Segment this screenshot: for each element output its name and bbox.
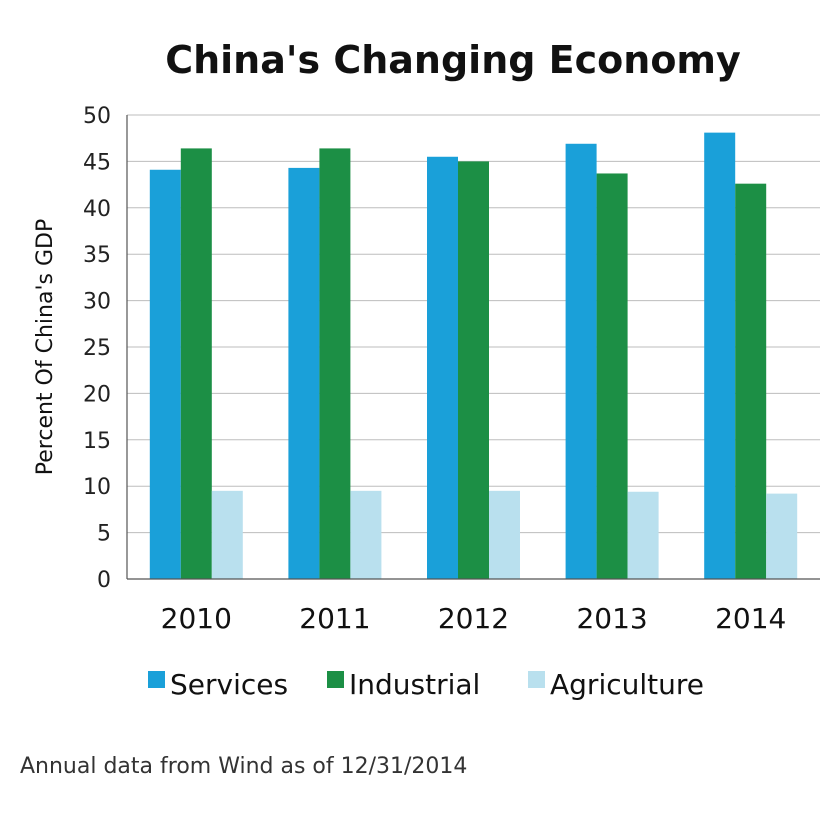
y-tick-label: 10 <box>83 475 111 500</box>
legend-swatch-industrial <box>327 671 344 688</box>
x-tick-label: 2014 <box>715 602 786 635</box>
bar-agriculture-2014 <box>766 493 798 579</box>
x-axis-ticks: 2010 2011 2012 2013 2014 <box>161 602 787 635</box>
legend-swatch-agriculture <box>528 671 545 688</box>
legend: Services Industrial Agriculture <box>148 668 704 701</box>
chart-title: China's Changing Economy <box>165 38 741 82</box>
legend-label-agriculture: Agriculture <box>550 668 704 701</box>
x-tick-label: 2010 <box>161 602 232 635</box>
legend-label-industrial: Industrial <box>349 668 480 701</box>
y-axis-ticks: 0 5 10 15 20 25 30 35 40 45 50 <box>83 104 111 593</box>
bar-services-2013 <box>565 143 597 579</box>
y-tick-label: 20 <box>83 382 111 407</box>
y-tick-label: 35 <box>83 243 111 268</box>
legend-label-services: Services <box>170 668 288 701</box>
bar-services-2010 <box>149 169 181 579</box>
y-tick-label: 25 <box>83 336 111 361</box>
bar-industrial-2012 <box>458 161 489 579</box>
x-tick-label: 2012 <box>438 602 509 635</box>
bar-services-2012 <box>427 156 458 579</box>
bar-industrial-2014 <box>735 183 767 579</box>
legend-swatch-services <box>148 671 165 688</box>
x-tick-label: 2011 <box>299 602 370 635</box>
y-tick-label: 50 <box>83 104 111 129</box>
bar-agriculture-2012 <box>489 490 520 579</box>
y-tick-label: 15 <box>83 429 111 454</box>
x-tick-label: 2013 <box>576 602 647 635</box>
bar-services-2014 <box>704 132 736 579</box>
bar-agriculture-2013 <box>627 491 659 579</box>
bar-industrial-2013 <box>596 173 628 580</box>
footnote: Annual data from Wind as of 12/31/2014 <box>20 754 468 779</box>
bar-agriculture-2011 <box>350 490 382 579</box>
y-axis-label: Percent Of China's GDP <box>33 219 58 475</box>
y-tick-label: 30 <box>83 290 111 315</box>
y-tick-label: 0 <box>97 568 111 593</box>
y-tick-label: 45 <box>83 150 111 175</box>
bar-services-2011 <box>288 167 320 579</box>
y-tick-label: 5 <box>97 522 111 547</box>
bars <box>149 132 798 580</box>
bar-industrial-2010 <box>180 148 212 579</box>
y-tick-label: 40 <box>83 197 111 222</box>
bar-agriculture-2010 <box>211 490 243 579</box>
bar-industrial-2011 <box>319 148 351 579</box>
